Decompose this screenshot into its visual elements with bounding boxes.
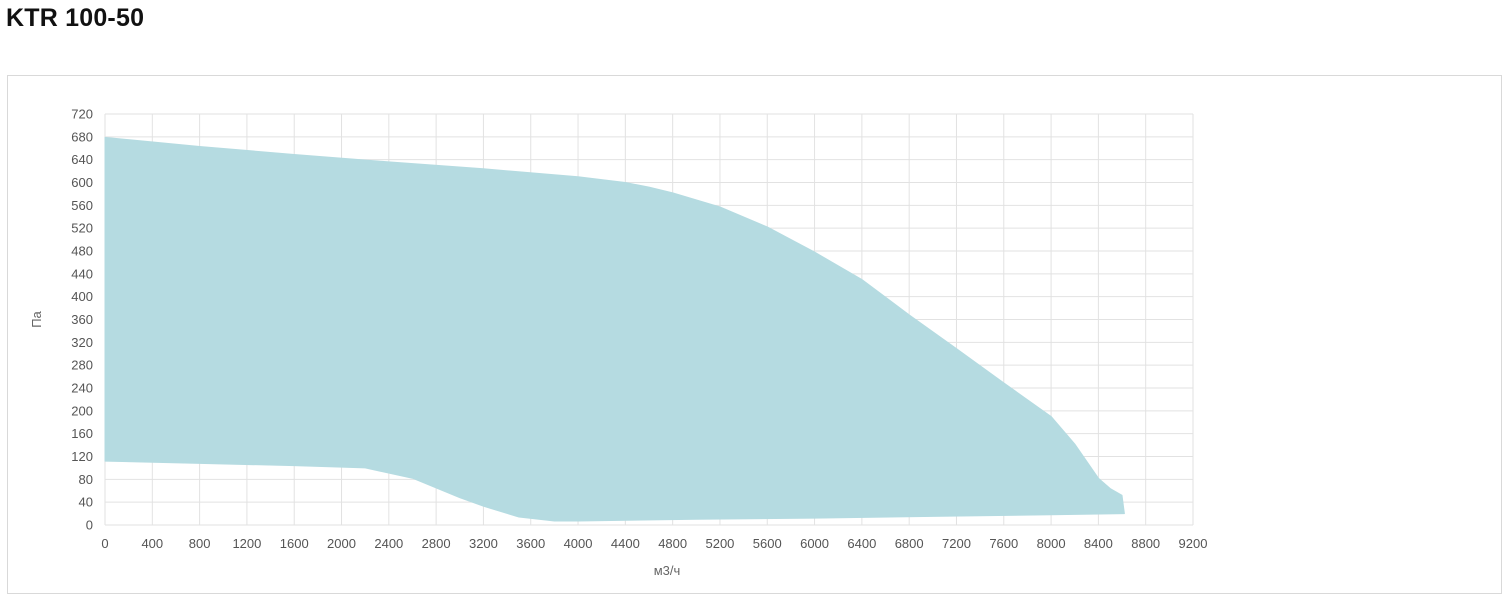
x-tick-label: 6400 <box>847 536 876 551</box>
x-tick-label: 7200 <box>942 536 971 551</box>
y-tick-label: 200 <box>71 403 93 418</box>
y-axis-label: Па <box>29 310 44 327</box>
y-tick-label: 280 <box>71 358 93 373</box>
x-tick-label: 2000 <box>327 536 356 551</box>
x-tick-label: 3600 <box>516 536 545 551</box>
x-tick-label: 3200 <box>469 536 498 551</box>
y-tick-label: 80 <box>79 472 93 487</box>
x-tick-label: 4800 <box>658 536 687 551</box>
x-tick-label: 5200 <box>705 536 734 551</box>
x-tick-label: 7600 <box>989 536 1018 551</box>
y-tick-label: 640 <box>71 152 93 167</box>
y-tick-label: 320 <box>71 335 93 350</box>
x-tick-label: 400 <box>141 536 163 551</box>
y-tick-label: 40 <box>79 495 93 510</box>
y-tick-label: 440 <box>71 266 93 281</box>
y-tick-label: 680 <box>71 129 93 144</box>
x-tick-label: 6000 <box>800 536 829 551</box>
x-tick-label: 8000 <box>1037 536 1066 551</box>
x-tick-label: 5600 <box>753 536 782 551</box>
y-tick-label: 560 <box>71 198 93 213</box>
y-tick-label: 120 <box>71 449 93 464</box>
x-axis-ticks: 0 400 800 1200 1600 2000 2400 2800 3200 3600 4000 4… <box>101 536 1207 551</box>
x-tick-label: 9200 <box>1179 536 1208 551</box>
x-tick-label: 8800 <box>1131 536 1160 551</box>
page-title: KTR 100-50 <box>6 4 145 32</box>
x-tick-label: 2800 <box>422 536 451 551</box>
x-tick-label: 6800 <box>895 536 924 551</box>
x-tick-label: 2400 <box>374 536 403 551</box>
y-tick-label: 360 <box>71 312 93 327</box>
x-axis-label: м3/ч <box>654 563 681 578</box>
operating-area <box>104 136 1125 522</box>
x-tick-label: 0 <box>101 536 108 551</box>
y-tick-label: 720 <box>71 107 93 122</box>
y-tick-label: 480 <box>71 244 93 259</box>
y-tick-label: 520 <box>71 221 93 236</box>
x-tick-label: 1600 <box>280 536 309 551</box>
x-tick-label: 800 <box>189 536 211 551</box>
x-tick-label: 8400 <box>1084 536 1113 551</box>
x-tick-label: 1200 <box>232 536 261 551</box>
y-axis-ticks: 0 40 80 120 160 200 240 280 320 360 400 440 480 520 56… <box>71 107 93 533</box>
y-tick-label: 600 <box>71 175 93 190</box>
y-tick-label: 400 <box>71 289 93 304</box>
y-tick-label: 0 <box>86 518 93 533</box>
x-tick-label: 4000 <box>564 536 593 551</box>
y-tick-label: 240 <box>71 381 93 396</box>
y-tick-label: 160 <box>71 426 93 441</box>
x-tick-label: 4400 <box>611 536 640 551</box>
